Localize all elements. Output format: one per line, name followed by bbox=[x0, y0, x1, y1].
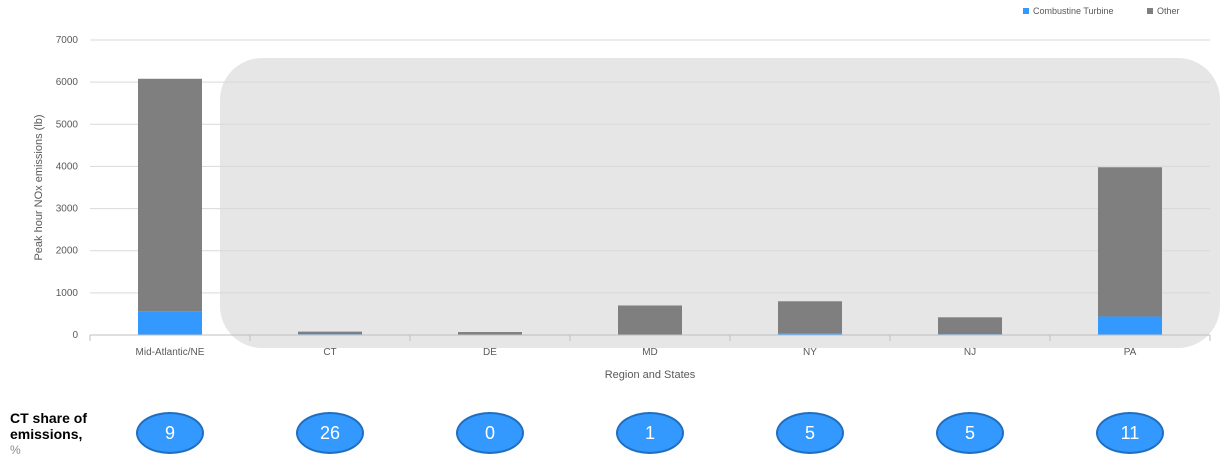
x-tick-label: NY bbox=[803, 347, 817, 358]
bar-combustine-turbine bbox=[1098, 316, 1162, 335]
bar-other bbox=[138, 78, 202, 312]
y-tick-label: 2000 bbox=[56, 246, 79, 257]
bar-other bbox=[298, 331, 362, 335]
ct-share-bubble: 26 bbox=[296, 412, 364, 454]
legend-label: Combustine Turbine bbox=[1033, 6, 1114, 16]
ct-share-bubble: 9 bbox=[136, 412, 204, 454]
y-tick-label: 3000 bbox=[56, 204, 79, 215]
ct-share-unit: % bbox=[10, 443, 21, 457]
bar-other bbox=[778, 301, 842, 334]
y-tick-label: 7000 bbox=[56, 35, 79, 46]
bar-other bbox=[458, 332, 522, 335]
ct-share-bubble: 5 bbox=[776, 412, 844, 454]
ct-share-bubble: 0 bbox=[456, 412, 524, 454]
bar-other bbox=[1098, 167, 1162, 317]
bar-combustine-turbine bbox=[138, 311, 202, 335]
bar-other bbox=[618, 305, 682, 335]
x-tick-label: PA bbox=[1124, 347, 1137, 358]
x-tick-label: Mid-Atlantic/NE bbox=[136, 347, 205, 358]
states-highlight-region bbox=[220, 58, 1220, 348]
x-tick-label: NJ bbox=[964, 347, 976, 358]
y-axis-title: Peak hour NOx emissions (lb) bbox=[33, 114, 45, 260]
y-tick-label: 6000 bbox=[56, 77, 79, 88]
y-tick-label: 1000 bbox=[56, 288, 79, 299]
ct-share-bubble: 11 bbox=[1096, 412, 1164, 454]
y-tick-label: 0 bbox=[72, 330, 78, 341]
ct-share-bubble: 5 bbox=[936, 412, 1004, 454]
y-tick-label: 4000 bbox=[56, 161, 79, 172]
ct-share-title: CT share of emissions, % bbox=[10, 410, 120, 458]
legend-swatch bbox=[1147, 8, 1153, 14]
y-tick-label: 5000 bbox=[56, 119, 79, 130]
legend-label: Other bbox=[1157, 6, 1180, 16]
x-axis-title: Region and States bbox=[605, 369, 696, 381]
legend-swatch bbox=[1023, 8, 1029, 14]
x-tick-label: CT bbox=[323, 347, 336, 358]
ct-share-bubble: 1 bbox=[616, 412, 684, 454]
bar-combustine-turbine bbox=[778, 333, 842, 335]
ct-share-title-text: CT share of emissions, bbox=[10, 410, 88, 442]
x-tick-label: MD bbox=[642, 347, 658, 358]
bar-other bbox=[938, 317, 1002, 335]
x-tick-label: DE bbox=[483, 347, 497, 358]
